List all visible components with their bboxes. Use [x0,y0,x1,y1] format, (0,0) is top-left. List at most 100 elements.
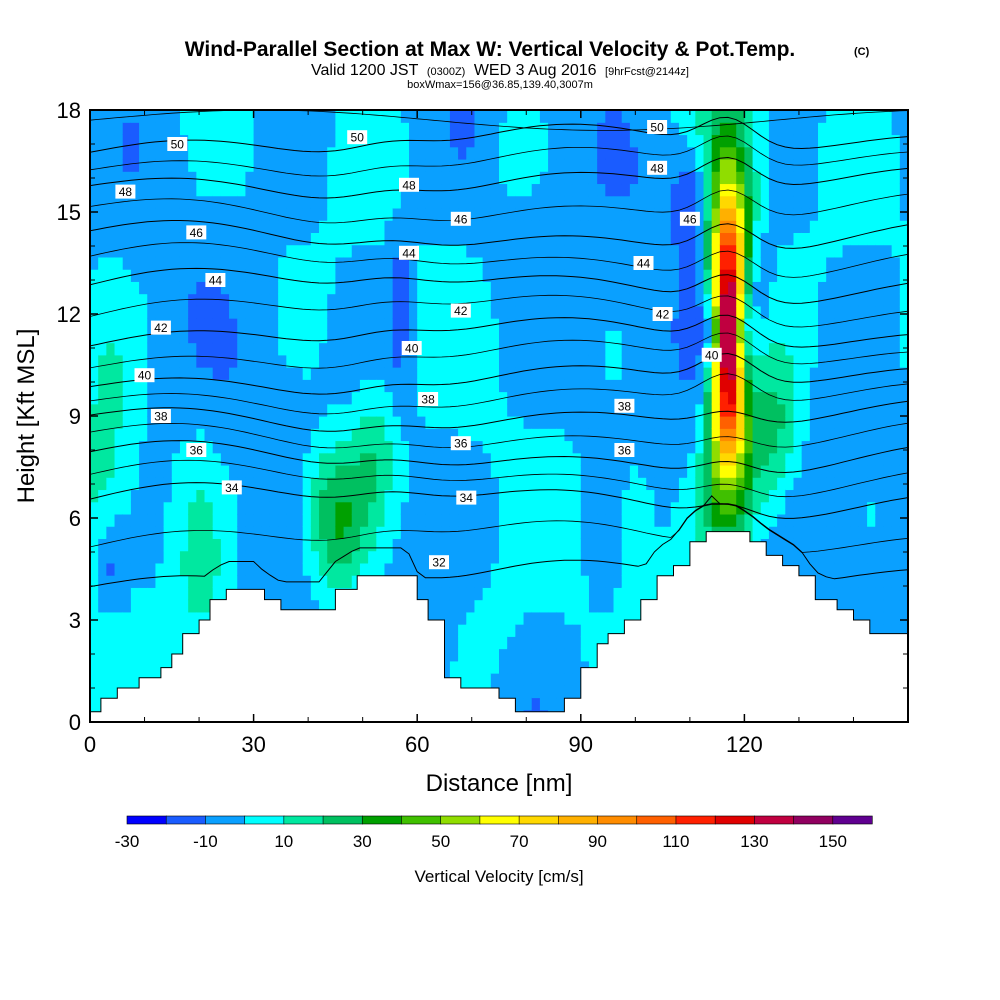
w-cell [572,464,582,478]
w-cell [188,599,197,613]
w-cell [466,146,476,160]
w-cell [556,134,566,148]
w-cell [90,195,99,209]
w-cell [834,342,844,356]
w-cell [482,232,492,246]
w-cell [98,562,107,576]
w-cell [147,660,157,674]
w-cell [638,110,647,111]
w-cell [548,526,557,539]
w-cell [237,562,247,576]
w-cell [163,183,173,197]
w-cell [425,305,435,319]
w-cell [179,526,189,539]
w-cell [229,110,238,111]
w-cell [793,146,803,160]
w-cell [417,232,426,246]
w-cell [744,195,754,209]
w-cell [654,342,664,356]
w-cell [163,110,173,111]
w-cell [515,575,525,588]
w-cell [433,330,443,344]
w-cell [523,685,533,699]
w-cell [597,342,606,356]
w-cell [482,195,492,209]
w-cell [130,379,140,393]
w-cell [613,354,623,368]
w-cell [744,403,754,417]
w-cell [229,367,238,380]
w-cell [229,244,238,258]
w-cell [719,379,729,393]
w-cell [867,183,876,197]
w-cell [818,330,827,344]
w-cell [163,513,173,527]
w-cell [858,501,868,515]
w-cell [106,452,116,466]
w-cell [572,256,582,270]
w-cell [834,599,844,613]
w-cell [302,330,312,344]
w-cell [286,367,296,380]
w-cell [588,477,598,491]
w-cell [343,379,353,393]
w-cell [449,538,459,552]
w-cell [229,110,238,123]
w-cell [499,575,508,588]
w-cell [728,501,737,515]
w-cell [605,624,615,637]
w-cell [703,391,713,405]
w-cell [711,244,721,258]
w-cell [548,171,557,185]
w-cell [310,599,320,613]
w-cell [826,318,835,331]
w-cell [703,416,713,429]
w-cell [409,367,418,380]
w-cell [523,624,533,637]
w-cell [417,452,426,466]
w-cell [703,195,713,209]
w-cell [458,575,467,588]
w-cell [793,330,803,344]
w-cell [539,428,549,442]
w-cell [867,281,876,295]
w-cell [629,318,639,331]
w-cell [98,305,107,319]
w-cell [695,183,705,197]
w-cell [556,342,566,356]
w-cell [359,195,369,209]
w-cell [253,305,263,319]
w-cell [621,220,631,233]
w-cell [441,587,451,601]
w-cell [548,538,557,552]
w-cell [842,207,852,221]
w-cell [253,550,263,564]
w-cell [261,134,271,148]
w-cell [294,489,304,503]
w-cell [130,575,140,588]
w-cell [245,110,255,123]
w-cell [294,526,304,539]
w-cell [319,269,328,282]
w-cell [458,416,467,429]
w-cell [196,146,206,160]
w-cell [842,269,852,282]
w-cell [204,354,214,368]
w-cell [114,134,124,148]
w-cell [155,183,165,197]
w-cell [490,648,500,662]
w-cell [597,587,606,601]
w-cell [785,220,795,233]
w-cell [147,256,157,270]
w-cell [490,587,500,601]
w-cell [548,342,557,356]
w-cell [760,195,770,209]
w-cell [580,220,590,233]
w-cell [376,293,386,307]
w-cell [204,575,214,588]
w-cell [155,428,165,442]
w-cell [278,269,287,282]
w-cell [646,489,656,503]
w-cell [548,403,557,417]
w-cell [139,501,148,515]
